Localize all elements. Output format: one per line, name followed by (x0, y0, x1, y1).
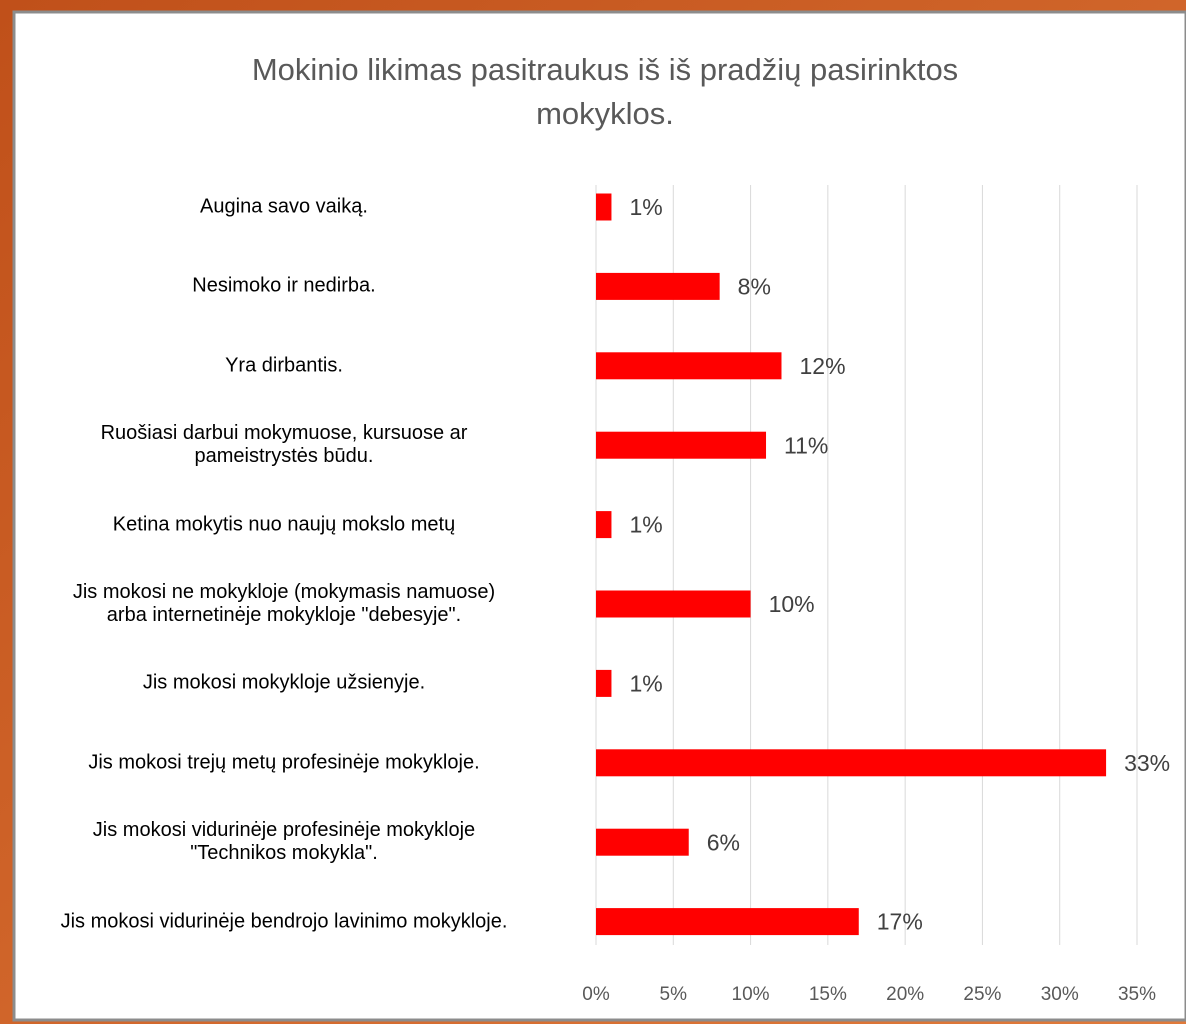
value-label: 1% (629, 194, 662, 220)
value-label: 6% (707, 829, 740, 855)
bar (596, 749, 1107, 777)
y-tick-label: Jis mokosi mokykloje užsienyje. (142, 671, 426, 694)
value-label: 33% (1124, 750, 1170, 776)
bar (596, 431, 767, 459)
x-tick-label: 20% (886, 984, 924, 1005)
value-label: 1% (629, 512, 662, 538)
bar (596, 352, 782, 380)
bar (596, 511, 612, 539)
x-tick-label: 5% (660, 984, 688, 1005)
bar (596, 828, 689, 856)
y-tick-label: Augina savo vaiką. (200, 195, 368, 218)
x-tick-label: 35% (1118, 984, 1156, 1005)
value-label: 17% (877, 909, 923, 935)
bar (596, 669, 612, 697)
x-tick-label: 25% (963, 984, 1001, 1005)
bar (596, 193, 612, 221)
value-label: 1% (629, 670, 662, 696)
y-tick-label: Jis mokosi ne mokykloje (mokymasis namuo… (72, 581, 496, 626)
y-tick-label: Yra dirbantis. (225, 354, 343, 377)
y-tick-label: Jis mokosi vidurinėje bendrojo lavinimo … (60, 910, 508, 933)
y-tick-label: Jis mokosi vidurinėje profesinėje mokykl… (92, 819, 476, 865)
y-tick-label: Ketina mokytis nuo naujų mokslo metų (112, 513, 456, 536)
bar (596, 590, 751, 618)
y-tick-label: Jis mokosi trejų metų profesinėje mokykl… (88, 751, 480, 774)
x-tick-label: 30% (1041, 984, 1079, 1005)
y-tick-label: Ruošiasi darbui mokymuose, kursuose ar p… (100, 422, 468, 468)
y-tick-label: Nesimoko ir nedirba. (192, 274, 376, 297)
bar (596, 272, 720, 300)
value-label: 11% (784, 432, 828, 458)
chart-title: Mokinio likimas pasitraukus iš iš pradži… (251, 52, 959, 131)
x-tick-label: 0% (582, 984, 610, 1005)
value-label: 12% (799, 353, 845, 379)
bar (596, 908, 859, 936)
x-tick-label: 15% (809, 984, 847, 1005)
value-label: 10% (769, 591, 815, 617)
value-label: 8% (738, 273, 771, 299)
x-tick-label: 10% (732, 984, 770, 1005)
